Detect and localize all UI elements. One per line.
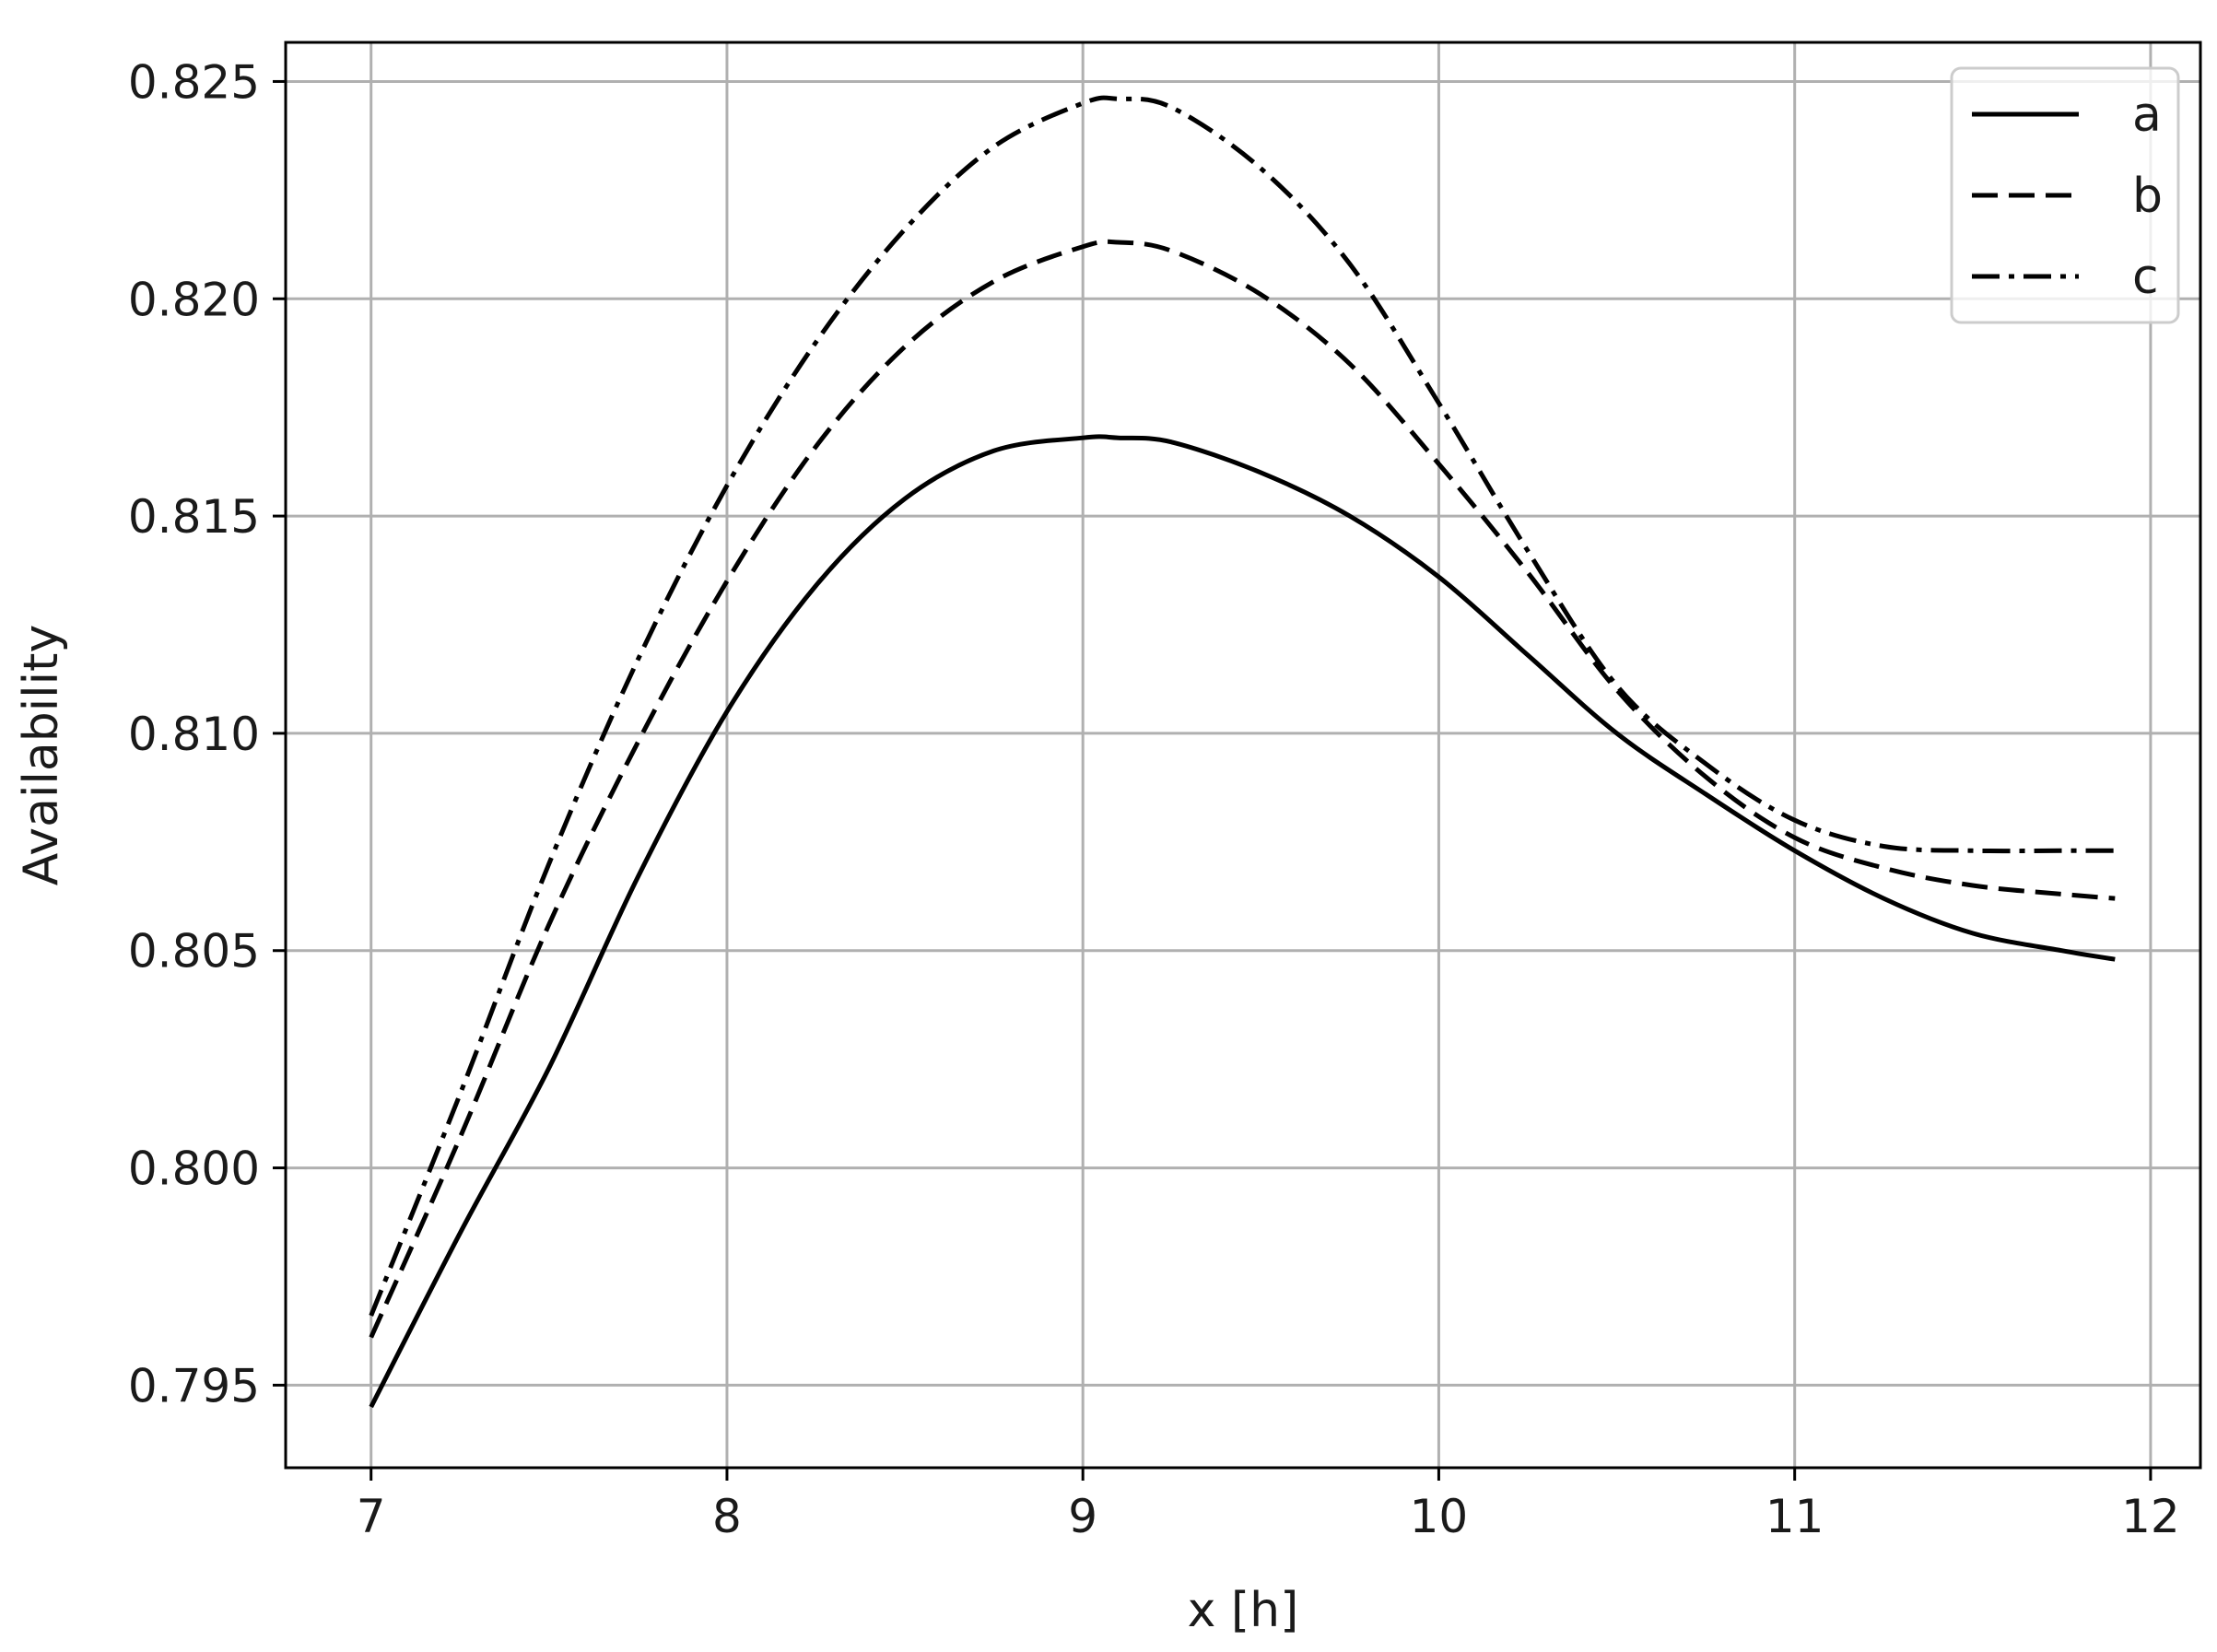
y-tick-label: 0.810 (128, 708, 260, 761)
y-tick-label: 0.795 (128, 1359, 260, 1412)
legend: abc (1950, 66, 2180, 324)
legend-label-a: a (2132, 88, 2162, 143)
legend-label-b: b (2132, 169, 2163, 224)
x-tick-label: 9 (1068, 1490, 1097, 1543)
y-tick-label: 0.825 (128, 55, 260, 109)
y-tick-label: 0.815 (128, 490, 260, 544)
plot-frame (284, 41, 2202, 1470)
series-line-a (369, 434, 2116, 1409)
y-tick-label: 0.800 (128, 1142, 260, 1196)
x-axis-label: x [h] (1188, 1583, 1299, 1638)
x-tick-label: 7 (357, 1490, 386, 1543)
x-tick-label: 12 (2121, 1490, 2180, 1543)
x-tick-label: 11 (1765, 1490, 1824, 1543)
y-axis-label: Availability (14, 625, 69, 885)
y-tick-label: 0.820 (128, 273, 260, 326)
series-line-c (369, 95, 2116, 1317)
y-tick-label: 0.805 (128, 925, 260, 978)
legend-label-c: c (2132, 250, 2159, 305)
x-tick-label: 10 (1410, 1490, 1469, 1543)
series-line-b (369, 239, 2116, 1339)
plot-lines (369, 95, 2116, 1409)
x-tick-label: 8 (712, 1490, 742, 1543)
axis-ticks: 7 8 9 10 11 12 0.795 0.800 0.805 0.810 0.815 0.820 0… (128, 55, 2180, 1543)
